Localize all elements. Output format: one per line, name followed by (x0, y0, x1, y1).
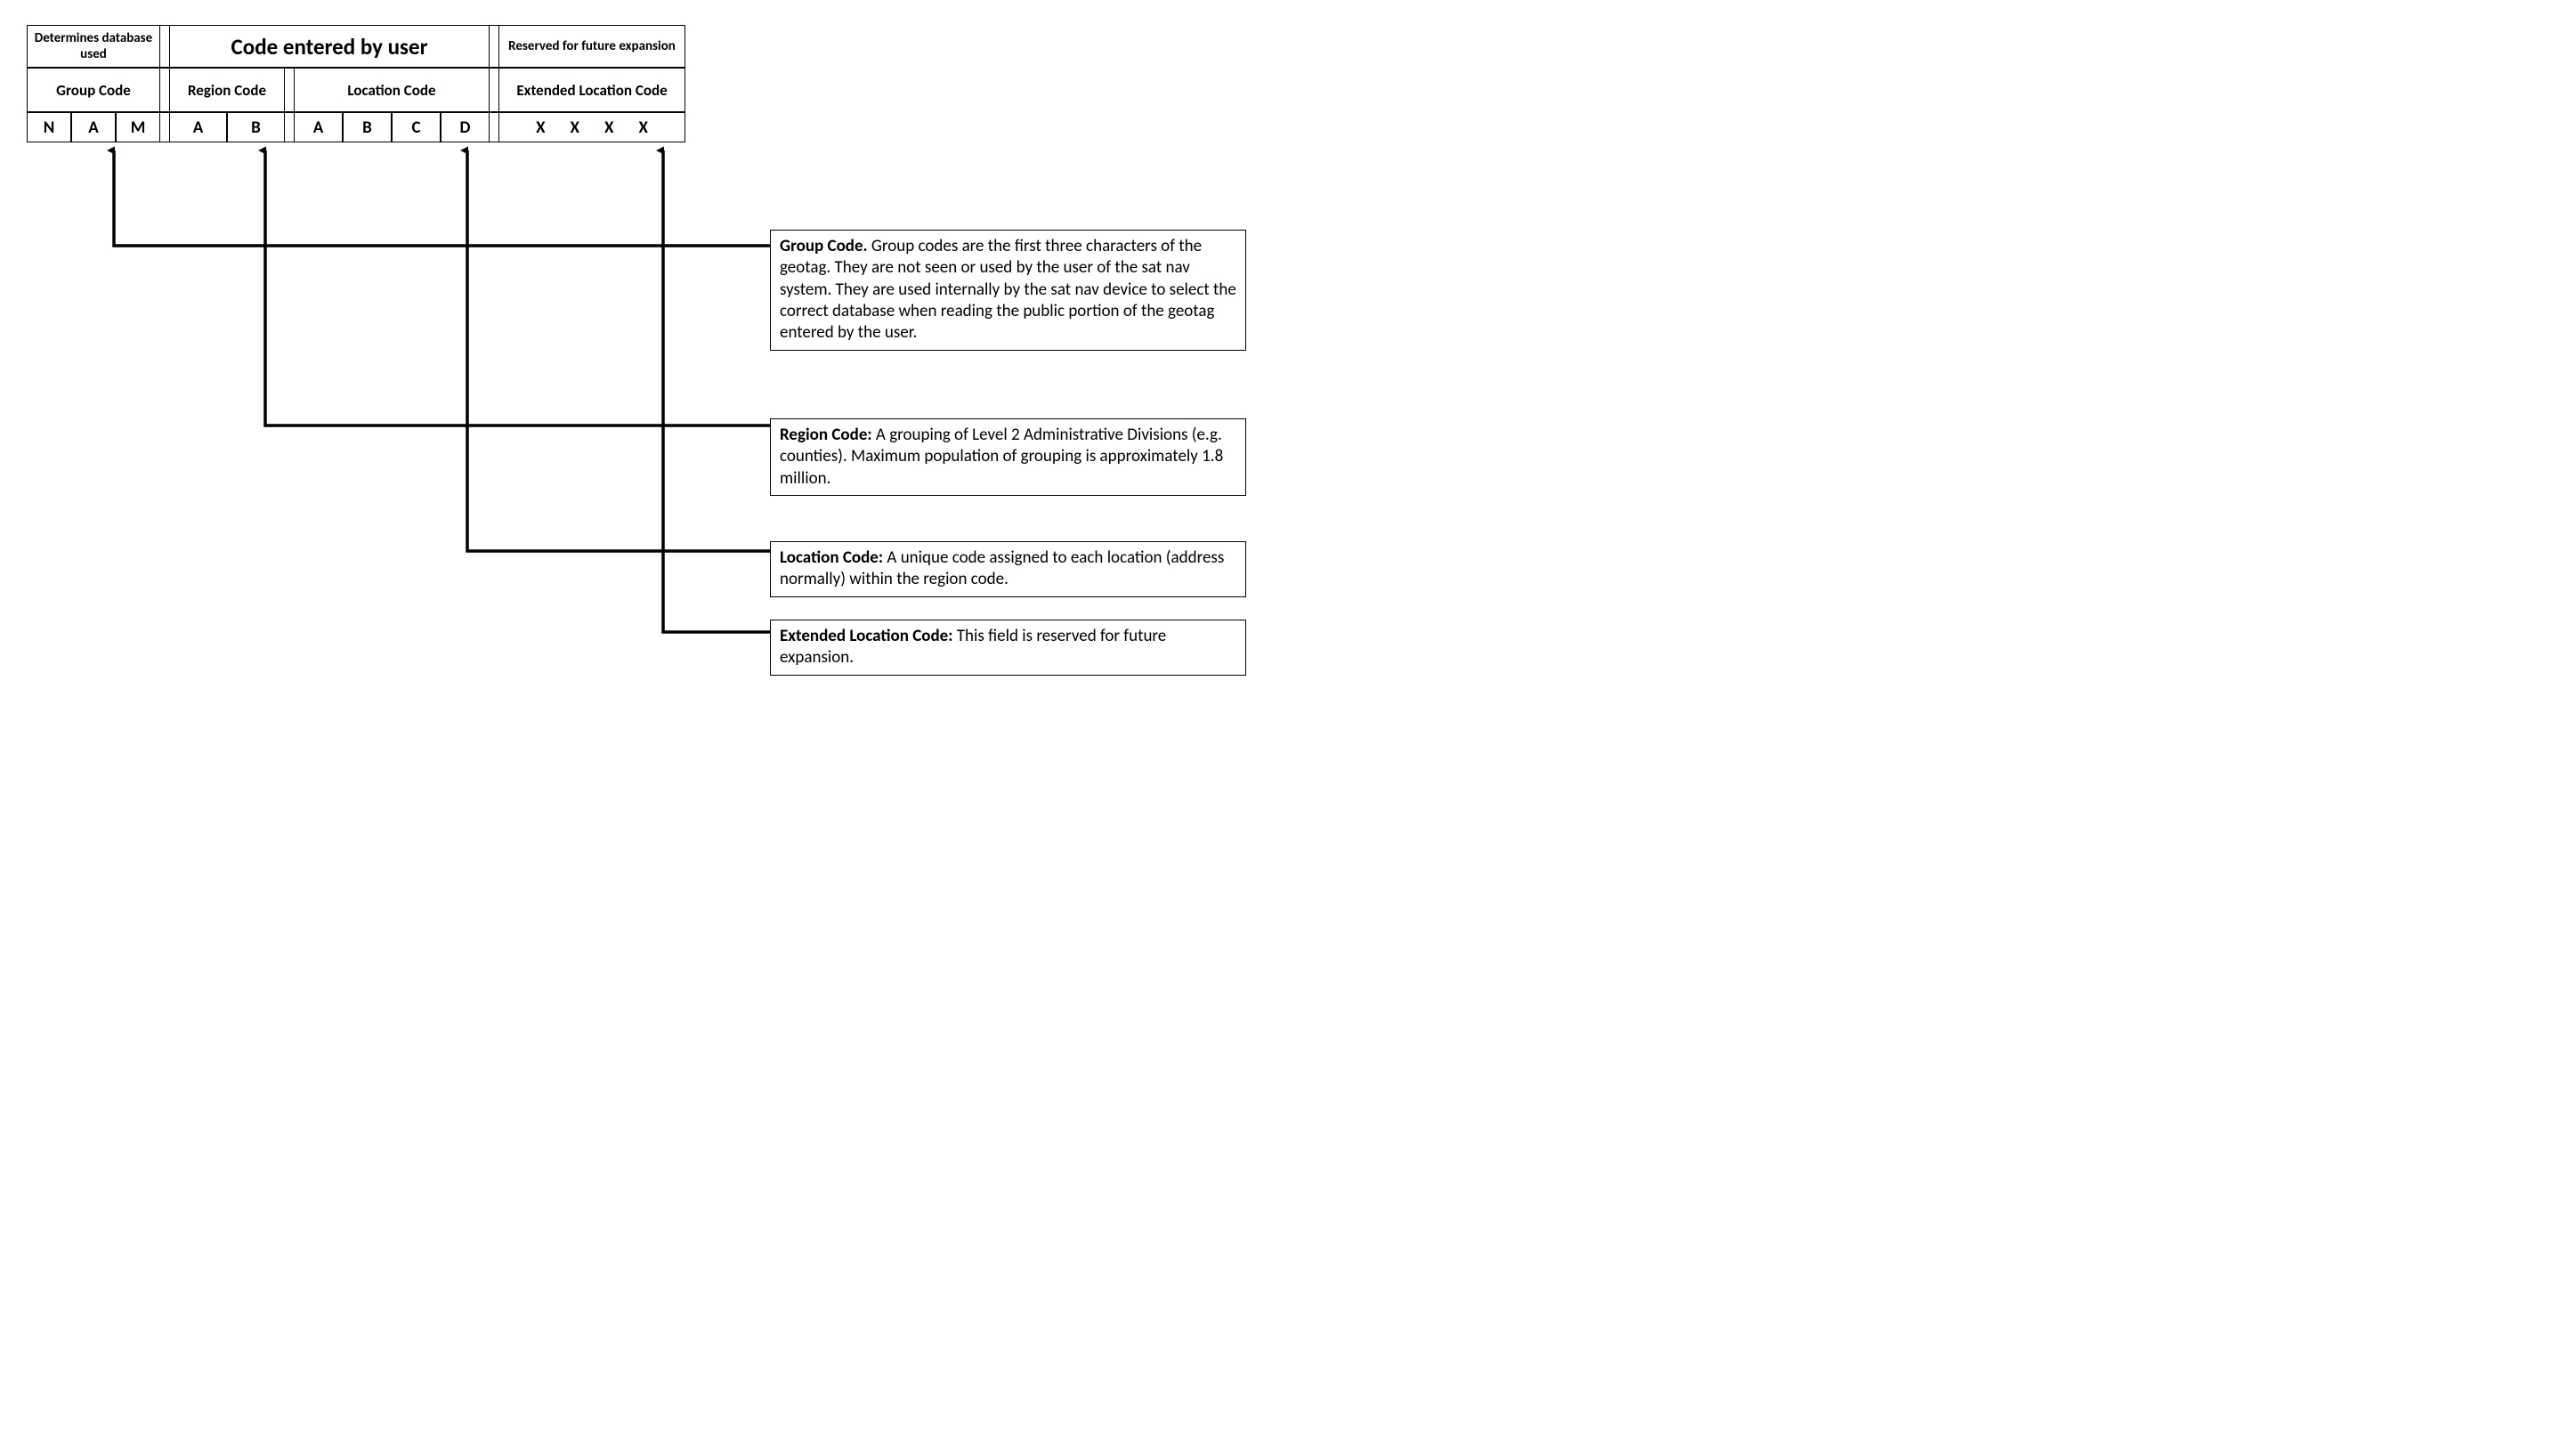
char-loc-1: B (343, 112, 392, 142)
char-loc-3: D (441, 112, 490, 142)
desc-location-code: Location Code: A unique code assigned to… (770, 541, 1246, 597)
hdr-user-code: Code entered by user (169, 25, 490, 68)
gap (490, 112, 498, 142)
table-row-1: Determines database used Code entered by… (27, 25, 685, 68)
char-region-0: A (169, 112, 227, 142)
gap (160, 25, 169, 68)
arrow-region (265, 150, 770, 426)
desc-ext-code: Extended Location Code: This field is re… (770, 620, 1246, 676)
lbl-group-code: Group Code (27, 68, 160, 112)
arrow-location (467, 150, 770, 551)
table-row-2: Group Code Region Code Location Code Ext… (27, 68, 685, 112)
char-group-0: N (27, 112, 71, 142)
desc-location-label: Location Code: (780, 547, 883, 568)
gap (285, 112, 294, 142)
lbl-region-code: Region Code (169, 68, 285, 112)
desc-region-label: Region Code: (780, 425, 872, 445)
gap (285, 68, 294, 112)
gap (160, 112, 169, 142)
char-loc-2: C (392, 112, 441, 142)
diagram-container: Determines database used Code entered by… (27, 25, 1264, 701)
ext-text: XXXX (536, 118, 673, 138)
char-ext: XXXX (498, 112, 685, 142)
char-group-2: M (116, 112, 160, 142)
gap (160, 68, 169, 112)
lbl-location-code: Location Code (294, 68, 490, 112)
lbl-ext-code: Extended Location Code (498, 68, 685, 112)
gap (490, 25, 498, 68)
char-region-1: B (227, 112, 285, 142)
code-structure-table: Determines database used Code entered by… (27, 25, 685, 142)
table-row-3: N A M A B A B C D XXXX (27, 112, 685, 142)
hdr-reserved: Reserved for future expansion (498, 25, 685, 68)
arrow-ext (663, 150, 770, 632)
hdr-database: Determines database used (27, 25, 160, 68)
desc-ext-label: Extended Location Code: (780, 626, 952, 646)
char-group-1: A (71, 112, 116, 142)
gap (490, 68, 498, 112)
desc-group-label: Group Code. (780, 236, 868, 256)
desc-region-code: Region Code: A grouping of Level 2 Admin… (770, 418, 1246, 496)
char-loc-0: A (294, 112, 343, 142)
desc-group-code: Group Code. Group codes are the first th… (770, 230, 1246, 351)
arrow-group (114, 150, 770, 246)
